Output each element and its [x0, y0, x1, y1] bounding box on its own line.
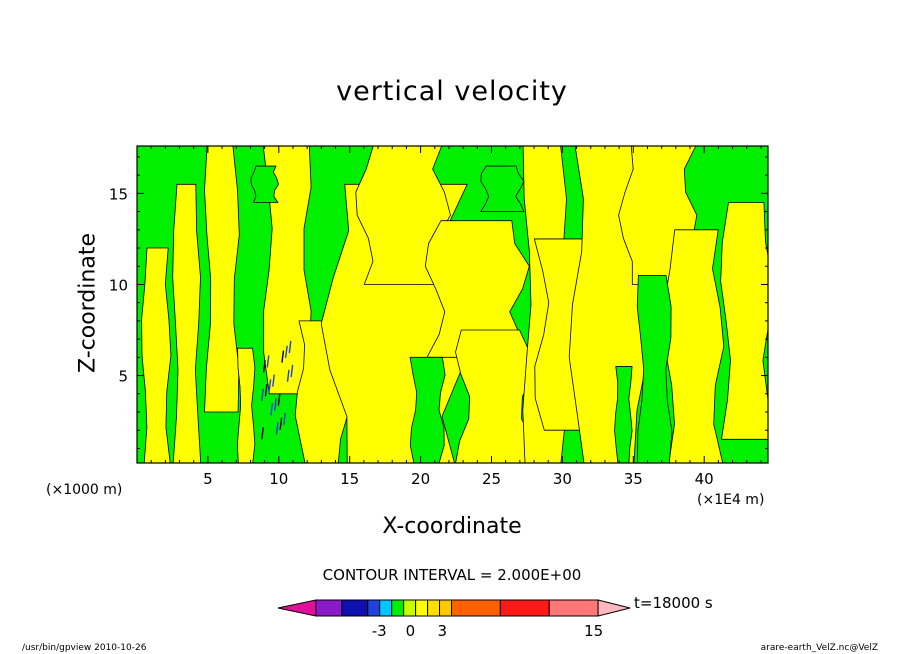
colorbar-segment	[427, 599, 441, 617]
colorbar-tick-label: 3	[438, 622, 448, 640]
contour-interval-label: CONTOUR INTERVAL = 2.000E+00	[322, 566, 582, 584]
positive-region	[355, 146, 451, 285]
x-tick-label: 15	[340, 470, 359, 488]
y-axis-label: Z-coordinate	[75, 233, 101, 373]
colorbar-segment	[415, 599, 429, 617]
strong-negative-contour	[275, 422, 279, 435]
colorbar-segment	[439, 599, 453, 617]
colorbar-segment	[391, 599, 405, 617]
strong-negative-contour	[272, 374, 275, 387]
footer-left: /usr/bin/gpview 2010-10-26	[22, 643, 147, 653]
colorbar-segment	[277, 599, 317, 617]
strong-negative-contour	[261, 388, 264, 402]
strong-negative-contour	[262, 360, 266, 373]
positive-region	[141, 247, 172, 463]
strong-negative-contour	[266, 355, 270, 368]
strong-negative-contour	[261, 427, 264, 440]
strong-negative-contour	[270, 403, 274, 416]
plot-area	[137, 146, 768, 463]
chart-title: vertical velocity	[336, 76, 568, 107]
y-tick-label: 15	[109, 185, 128, 203]
x-unit-left-label: (×1000 m)	[46, 482, 123, 498]
positive-region	[262, 146, 312, 395]
x-tick-label: 30	[553, 470, 572, 488]
plot-frame	[136, 145, 769, 464]
colorbar-segment	[315, 599, 343, 617]
contour-fill	[137, 146, 768, 463]
strong-negative-contour	[290, 364, 294, 378]
y-tick-label: 10	[109, 276, 128, 294]
x-unit-right-label: (×1E4 m)	[697, 492, 765, 508]
negative-region	[480, 165, 525, 212]
negative-region	[636, 274, 673, 463]
colorbar-segment	[379, 599, 393, 617]
colorbar-segment	[548, 599, 599, 617]
strong-negative-contour	[273, 398, 277, 411]
strong-negative-contour	[281, 350, 285, 363]
strong-negative-contour	[286, 369, 290, 382]
strong-negative-contour	[279, 417, 283, 430]
strong-negative-contour	[284, 345, 288, 358]
positive-region	[237, 347, 256, 463]
negative-region	[614, 366, 633, 463]
negative-region	[409, 356, 446, 463]
x-tick-label: 5	[203, 470, 213, 488]
strong-negative-contour	[264, 384, 268, 397]
x-tick-label: 35	[624, 470, 643, 488]
positive-region	[204, 146, 240, 413]
positive-region	[172, 183, 202, 463]
colorbar: -3 0 3 15	[277, 599, 631, 640]
x-tick-label: 10	[269, 470, 288, 488]
x-axis-label: X-coordinate	[382, 514, 522, 539]
strong-negative-contour	[277, 393, 281, 406]
colorbar-segment	[499, 599, 550, 617]
strong-negative-contour	[283, 412, 286, 426]
axes: 5 10 15 20 25 30 35 40 5 10 15	[109, 145, 769, 488]
x-tick-label: 40	[695, 470, 714, 488]
y-tick-label: 5	[118, 368, 128, 386]
x-tick-label: 25	[482, 470, 501, 488]
colorbar-tick-label: 15	[584, 622, 603, 640]
x-tick-label: 20	[411, 470, 430, 488]
positive-region	[720, 202, 768, 440]
negative-region	[250, 165, 279, 203]
strong-negative-contour	[268, 379, 272, 392]
colorbar-segment	[597, 599, 631, 617]
footer-right: arare-earth_VelZ.nc@VelZ	[760, 643, 878, 653]
colorbar-tick-label: 0	[406, 622, 416, 640]
colorbar-segment	[367, 599, 381, 617]
colorbar-segment	[451, 599, 501, 617]
strong-negative-contour	[288, 340, 292, 354]
colorbar-segment	[403, 599, 417, 617]
colorbar-tick-label: -3	[372, 622, 387, 640]
time-label: t=18000 s	[634, 594, 713, 612]
colorbar-segment	[341, 599, 369, 617]
